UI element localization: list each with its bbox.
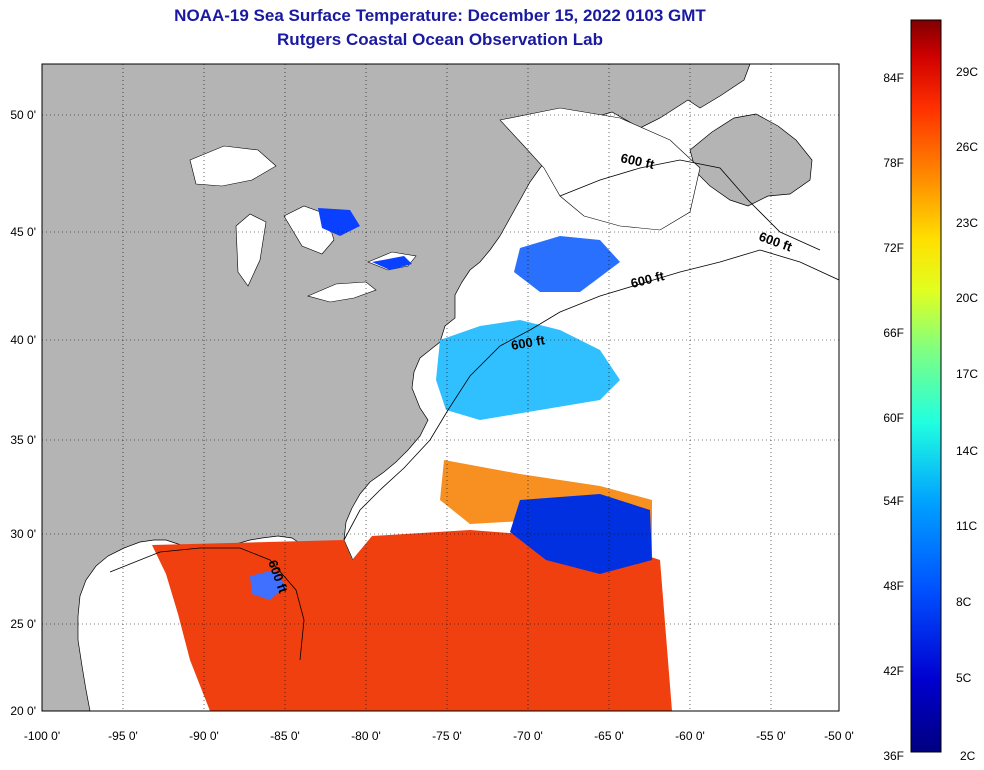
lon-label: -90 0'	[189, 729, 219, 743]
sst-gulf-blue	[250, 570, 286, 600]
map-subtitle: Rutgers Coastal Ocean Observation Lab	[277, 30, 603, 49]
map-title: NOAA-19 Sea Surface Temperature: Decembe…	[174, 6, 706, 25]
lon-label: -95 0'	[108, 729, 138, 743]
colorbar-f-label: 84F	[883, 71, 904, 85]
lon-axis-labels: -100 0' -95 0' -90 0' -85 0' -80 0' -75 …	[24, 729, 854, 743]
colorbar-c-label: 26C	[956, 140, 978, 154]
colorbar-c-label: 2C	[960, 749, 976, 763]
lon-label: -60 0'	[675, 729, 705, 743]
lat-label: 35 0'	[10, 433, 36, 447]
colorbar-c-label: 20C	[956, 291, 978, 305]
map-area	[42, 64, 839, 711]
lat-label: 40 0'	[10, 333, 36, 347]
lon-label: -85 0'	[270, 729, 300, 743]
colorbar-c-label: 14C	[956, 444, 978, 458]
colorbar-c-label: 29C	[956, 65, 978, 79]
colorbar-scale	[910, 19, 942, 753]
contour-label: 600 ft	[619, 150, 656, 172]
lat-label: 25 0'	[10, 617, 36, 631]
colorbar-c-label: 17C	[956, 367, 978, 381]
lon-label: -50 0'	[824, 729, 854, 743]
isobath-600ft	[109, 159, 839, 661]
colorbar-f-label: 48F	[883, 579, 904, 593]
colorbar-f-label: 72F	[883, 241, 904, 255]
sst-gulf-of-maine	[514, 236, 620, 292]
map-frame	[41, 63, 840, 712]
colorbar-c-label: 5C	[956, 671, 972, 685]
colorbar-c-label: 11C	[956, 519, 977, 533]
colorbar-c-label: 8C	[956, 595, 972, 609]
lat-label: 20 0'	[10, 704, 36, 718]
lat-label: 30 0'	[10, 527, 36, 541]
colorbar: 84F 78F 72F 66F 60F 54F 48F 42F 36F 29C …	[883, 19, 978, 763]
colorbar-f-label: 66F	[883, 326, 904, 340]
colorbar-f-label: 36F	[883, 749, 904, 763]
colorbar-f-label: 60F	[883, 411, 904, 425]
colorbar-f-label: 54F	[883, 494, 904, 508]
lon-label: -55 0'	[756, 729, 786, 743]
lon-label: -75 0'	[432, 729, 462, 743]
contour-label: 600 ft	[510, 332, 547, 353]
land-newfoundland	[689, 113, 813, 207]
lat-label: 50 0'	[10, 108, 36, 122]
colorbar-f-label: 42F	[883, 664, 904, 678]
sst-great-lakes-data	[318, 208, 412, 270]
lat-axis-labels: 50 0' 45 0' 40 0' 35 0' 30 0' 25 0' 20 0…	[10, 108, 36, 718]
colorbar-f-label: 78F	[883, 156, 904, 170]
sst-cool-shelf	[436, 320, 620, 420]
colorbar-c-label: 23C	[956, 216, 978, 230]
lon-label: -65 0'	[594, 729, 624, 743]
lon-label: -70 0'	[513, 729, 543, 743]
sst-cold-patch	[510, 494, 652, 574]
lon-label: -100 0'	[24, 729, 60, 743]
graticule	[42, 64, 839, 711]
sst-warm-south	[152, 530, 672, 711]
lon-label: -80 0'	[351, 729, 381, 743]
lat-label: 45 0'	[10, 225, 36, 239]
